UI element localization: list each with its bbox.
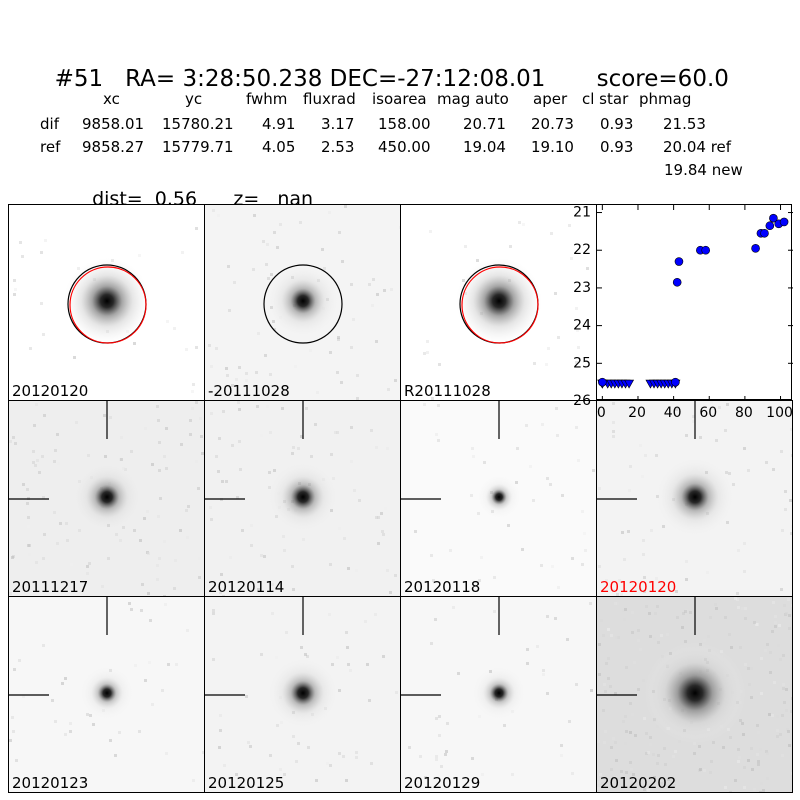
stat-value: 3.17 bbox=[321, 115, 355, 133]
column-header: phmag bbox=[639, 90, 692, 108]
star-source bbox=[80, 666, 134, 720]
star-source bbox=[268, 658, 338, 728]
data-point bbox=[671, 377, 680, 387]
panel-date-label: 20120202 bbox=[600, 774, 677, 792]
cutout-panel: 20120202 bbox=[596, 596, 793, 793]
column-header: fwhm bbox=[246, 90, 288, 108]
panel-date-label: R20111028 bbox=[404, 382, 491, 400]
panel-date-label: 20120125 bbox=[208, 774, 285, 792]
star-source bbox=[472, 666, 526, 720]
cutout-panel: 20120125 bbox=[204, 596, 401, 793]
stat-value: 158.00 bbox=[378, 115, 431, 133]
ra-text: RA= 3:28:50.238 bbox=[125, 66, 323, 92]
stat-value: 19.10 bbox=[531, 138, 574, 156]
stat-value: 19.04 bbox=[463, 138, 506, 156]
star-source bbox=[456, 258, 542, 344]
star-source bbox=[644, 642, 746, 744]
star-source bbox=[268, 462, 338, 532]
data-point bbox=[701, 245, 710, 255]
column-header: xc bbox=[103, 90, 120, 108]
cutout-panel: 20120129 bbox=[400, 596, 597, 793]
star-source bbox=[476, 474, 522, 520]
page-title: #51 RA= 3:28:50.238 DEC=-27:12:08.01 sco… bbox=[40, 40, 729, 92]
light-curve-panel bbox=[596, 204, 793, 402]
phmag-new: 19.84 new bbox=[664, 161, 743, 179]
stat-value: 21.53 bbox=[663, 115, 706, 133]
stat-value: 20.73 bbox=[531, 115, 574, 133]
data-point bbox=[751, 244, 760, 253]
stat-value: 9858.27 bbox=[82, 138, 145, 156]
panel-date-label: 20111217 bbox=[12, 578, 89, 596]
panel-date-label: 20120118 bbox=[404, 578, 481, 596]
data-point bbox=[624, 379, 635, 389]
cutout-panel: 20111217 bbox=[8, 400, 205, 597]
column-header: isoarea bbox=[372, 90, 427, 108]
row-label: dif bbox=[40, 115, 59, 133]
row-label: ref bbox=[40, 138, 61, 156]
star-source bbox=[656, 458, 734, 536]
star-source bbox=[267, 265, 339, 337]
column-header: cl star bbox=[582, 90, 629, 108]
stat-value: 9858.01 bbox=[82, 115, 145, 133]
data-point bbox=[760, 228, 769, 238]
panel-date-label: 20120129 bbox=[404, 774, 481, 792]
column-header: mag auto bbox=[437, 90, 509, 108]
panel-date-label: 20120120 bbox=[12, 382, 89, 400]
cutout-panel: 20120118 bbox=[400, 400, 597, 597]
cutout-panel: 20120120 bbox=[8, 204, 205, 401]
stat-value: 4.05 bbox=[262, 138, 296, 156]
panel-date-label: 20120114 bbox=[208, 578, 285, 596]
cutout-panel: 20120114 bbox=[204, 400, 401, 597]
stat-value: 4.91 bbox=[262, 115, 296, 133]
data-point bbox=[765, 221, 775, 231]
object-id: #51 bbox=[54, 66, 104, 92]
stat-value: 15779.71 bbox=[162, 138, 234, 156]
star-source bbox=[72, 462, 142, 532]
cutout-panel: 20120120 bbox=[596, 400, 793, 597]
panel-date-label: 20120120 bbox=[600, 578, 677, 596]
light-curve-chart bbox=[597, 205, 793, 402]
stat-value: 0.93 bbox=[600, 138, 634, 156]
stat-value: 15780.21 bbox=[162, 115, 234, 133]
stat-value: 20.04 ref bbox=[663, 138, 732, 156]
stat-value: 0.93 bbox=[600, 115, 634, 133]
dec-text: DEC=-27:12:08.01 bbox=[329, 66, 546, 92]
cutout-panel: 20120123 bbox=[8, 596, 205, 793]
data-point bbox=[672, 277, 682, 287]
column-header: aper bbox=[533, 90, 568, 108]
column-header: fluxrad bbox=[303, 90, 356, 108]
panel-date-label: -20111028 bbox=[208, 382, 290, 400]
data-point bbox=[674, 257, 684, 266]
panel-date-label: 20120123 bbox=[12, 774, 89, 792]
data-point bbox=[769, 213, 778, 223]
cutout-panel: R20111028 bbox=[400, 204, 597, 401]
stat-value: 20.71 bbox=[463, 115, 506, 133]
stat-value: 450.00 bbox=[378, 138, 431, 156]
cutout-panel: -20111028 bbox=[204, 204, 401, 401]
data-point bbox=[598, 377, 607, 387]
score-text: score=60.0 bbox=[596, 66, 729, 92]
column-header: yc bbox=[185, 90, 203, 108]
stat-value: 2.53 bbox=[321, 138, 355, 156]
star-source bbox=[64, 258, 150, 344]
data-point bbox=[779, 217, 789, 227]
